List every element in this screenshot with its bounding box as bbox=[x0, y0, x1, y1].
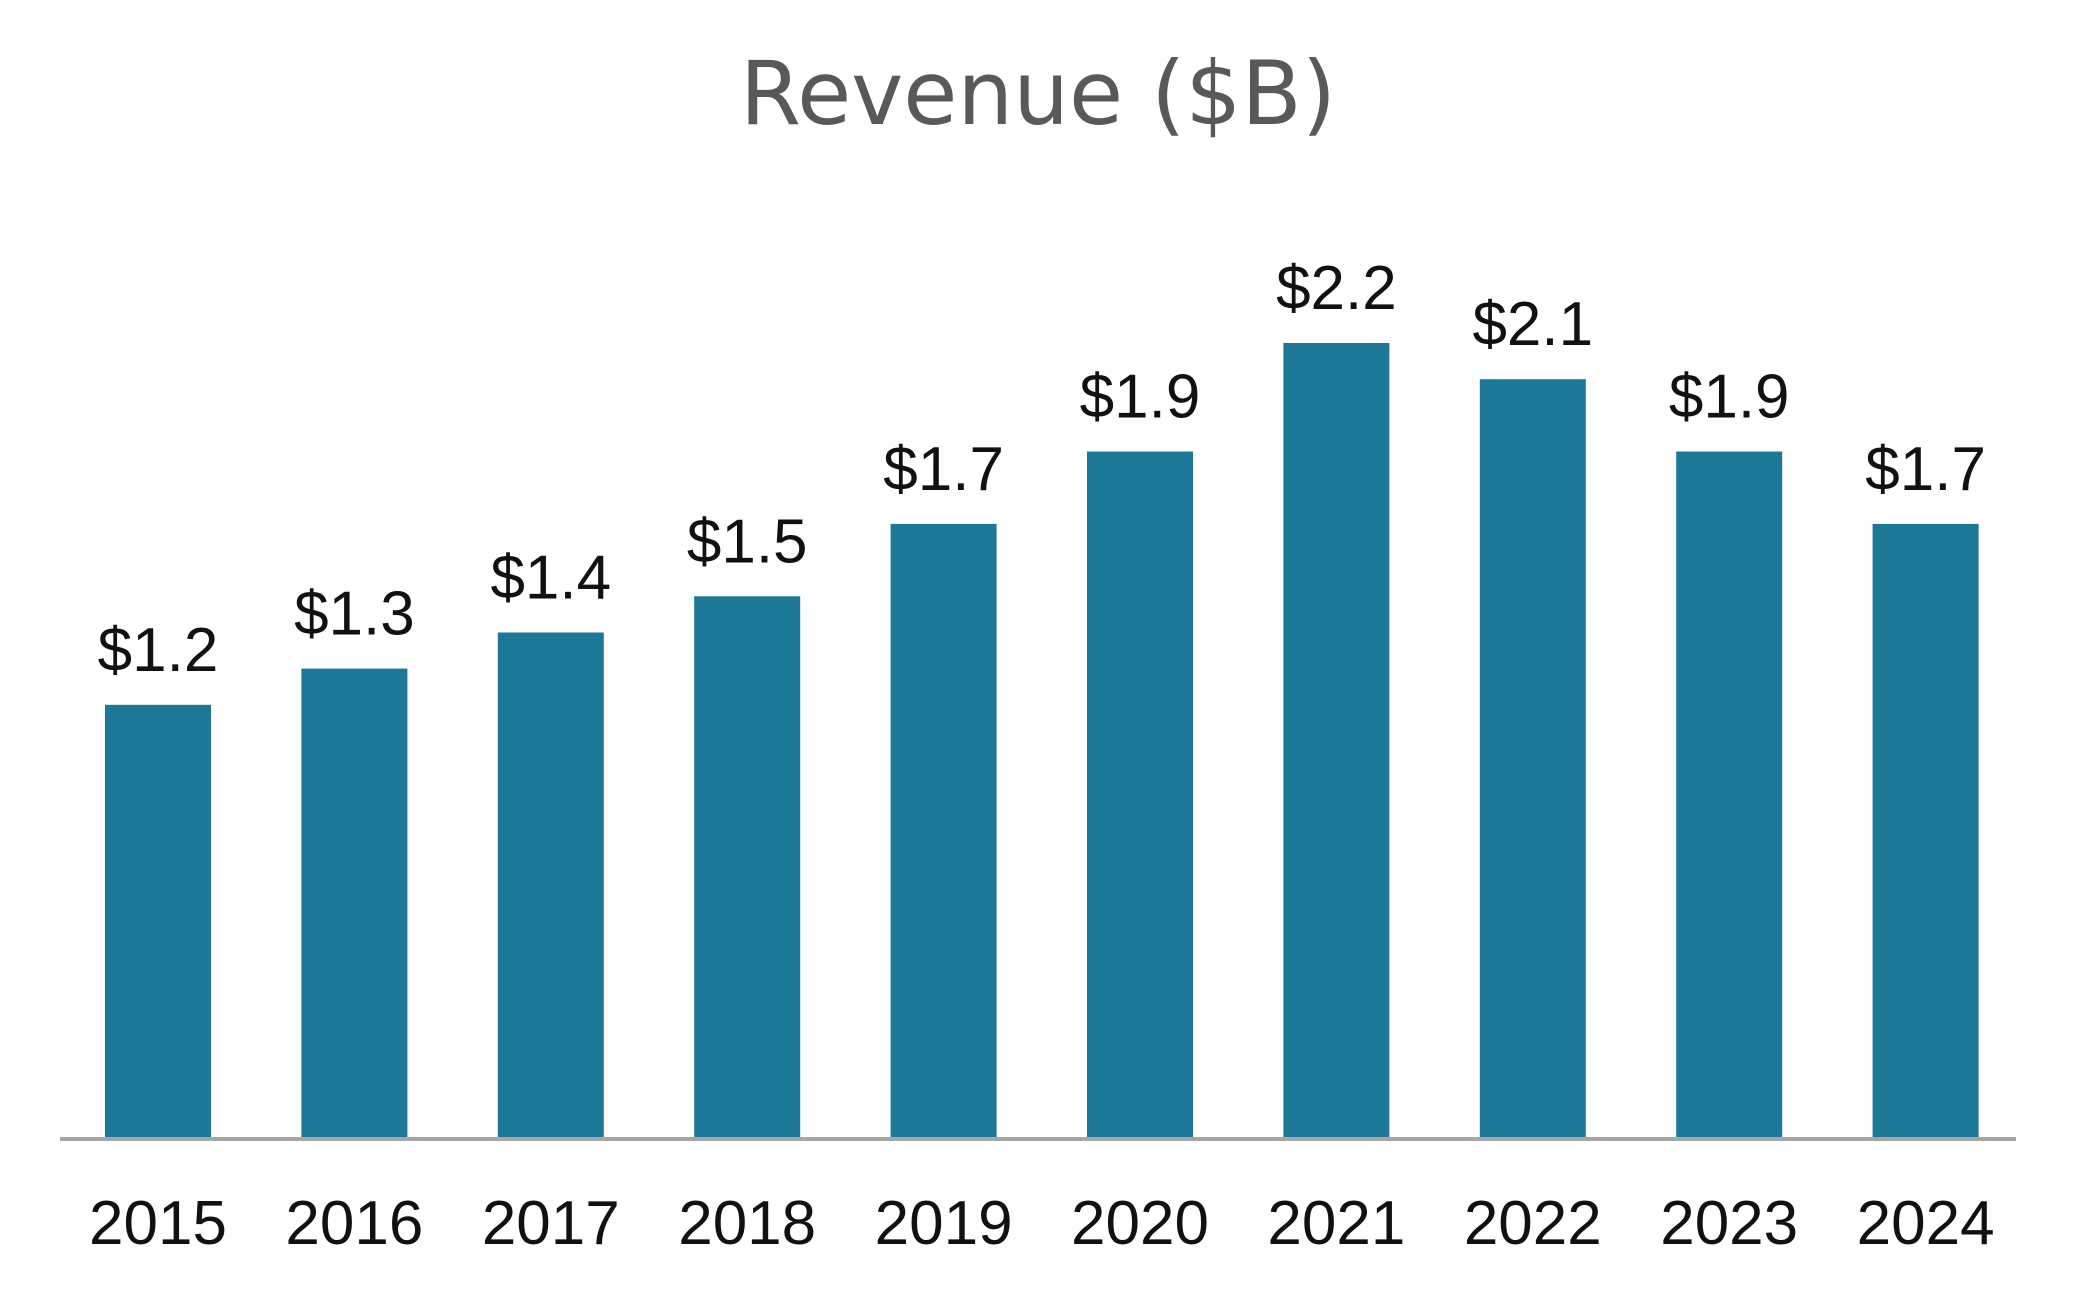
bar-2018 bbox=[694, 596, 801, 1139]
data-label-2019: $1.7 bbox=[883, 435, 1004, 504]
bar-2019 bbox=[890, 523, 997, 1139]
data-label-2024: $1.7 bbox=[1865, 435, 1986, 504]
data-label-2016: $1.3 bbox=[294, 580, 415, 649]
x-tick-label-2017: 2017 bbox=[482, 1189, 620, 1258]
x-tick-label-2016: 2016 bbox=[285, 1189, 423, 1258]
bar-2022 bbox=[1479, 379, 1586, 1139]
x-tick-label-2018: 2018 bbox=[678, 1189, 816, 1258]
data-label-2022: $2.1 bbox=[1472, 290, 1593, 359]
data-label-2023: $1.9 bbox=[1669, 363, 1790, 432]
bar-2015 bbox=[105, 704, 211, 1139]
x-tick-label-2020: 2020 bbox=[1071, 1189, 1209, 1258]
bar-2024 bbox=[1872, 523, 1979, 1139]
bar-2016 bbox=[301, 668, 408, 1139]
chart-title: Revenue ($B) bbox=[740, 42, 1336, 145]
x-tick-labels-group: 2015 2016 2017 2018 2019 2020 2021 2022 2023 2024 bbox=[89, 1189, 1995, 1258]
x-tick-label-2021: 2021 bbox=[1267, 1189, 1405, 1258]
bar-2021 bbox=[1283, 343, 1390, 1139]
data-label-2017: $1.4 bbox=[490, 544, 611, 613]
data-label-2018: $1.5 bbox=[687, 507, 808, 576]
x-tick-label-2024: 2024 bbox=[1857, 1189, 1995, 1258]
x-tick-label-2019: 2019 bbox=[875, 1189, 1013, 1258]
bars-group bbox=[105, 343, 1979, 1139]
x-tick-label-2015: 2015 bbox=[89, 1189, 227, 1258]
data-label-2021: $2.2 bbox=[1276, 254, 1397, 323]
data-label-2020: $1.9 bbox=[1080, 363, 1201, 432]
bar-2023 bbox=[1676, 451, 1783, 1139]
x-tick-label-2022: 2022 bbox=[1464, 1189, 1602, 1258]
bar-2020 bbox=[1087, 451, 1193, 1139]
data-label-2015: $1.2 bbox=[98, 616, 219, 685]
bar-2017 bbox=[497, 632, 604, 1139]
data-labels-group: $1.2 $1.3 $1.4 $1.5 $1.7 $1.9 $2.2 $2.1 $1.9 $1.7 bbox=[98, 254, 1986, 685]
x-tick-label-2023: 2023 bbox=[1660, 1189, 1798, 1258]
